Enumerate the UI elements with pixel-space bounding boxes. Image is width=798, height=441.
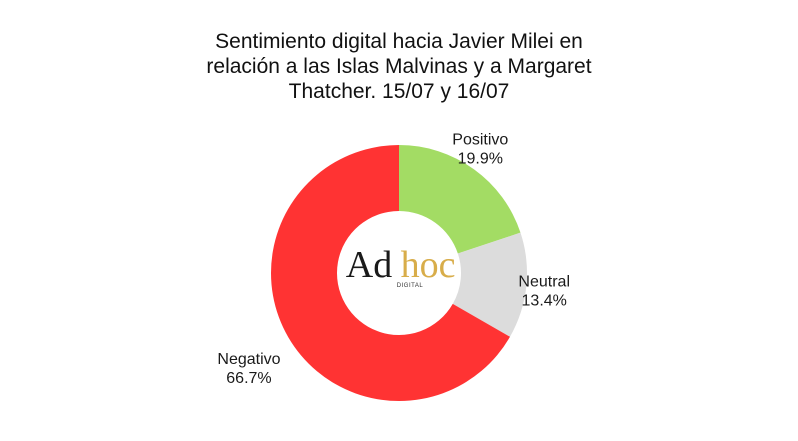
chart-title-line: relación a las Islas Malvinas y a Margar…	[206, 55, 592, 78]
slice-value-negativo: 66.7%	[226, 370, 271, 387]
logo-subtitle: DIGITAL	[397, 283, 424, 289]
slice-label-neutral: Neutral	[518, 274, 570, 291]
logo-word-hoc: hoc	[401, 244, 456, 286]
slice-label-negativo: Negativo	[217, 351, 280, 368]
slice-label-positivo: Positivo	[452, 132, 508, 149]
slice-labels: Positivo 19.9% Neutral 13.4% Negativo 66.7%	[217, 132, 570, 388]
slice-value-neutral: 13.4%	[522, 293, 567, 310]
slice-neutral	[452, 232, 527, 337]
chart-title: Sentimiento digital hacia Javier Milei e…	[0, 29, 798, 104]
chart-title-line: Sentimiento digital hacia Javier Milei e…	[215, 30, 583, 53]
logo-word-ad: Ad	[346, 244, 392, 286]
slice-negativo	[271, 145, 510, 401]
slice-positivo	[399, 145, 521, 254]
donut-slices	[271, 145, 527, 401]
chart-title-line: Thatcher. 15/07 y 16/07	[288, 80, 510, 103]
adhoc-logo: Ad hoc DIGITAL	[346, 244, 456, 289]
slice-value-positivo: 19.9%	[458, 151, 503, 168]
